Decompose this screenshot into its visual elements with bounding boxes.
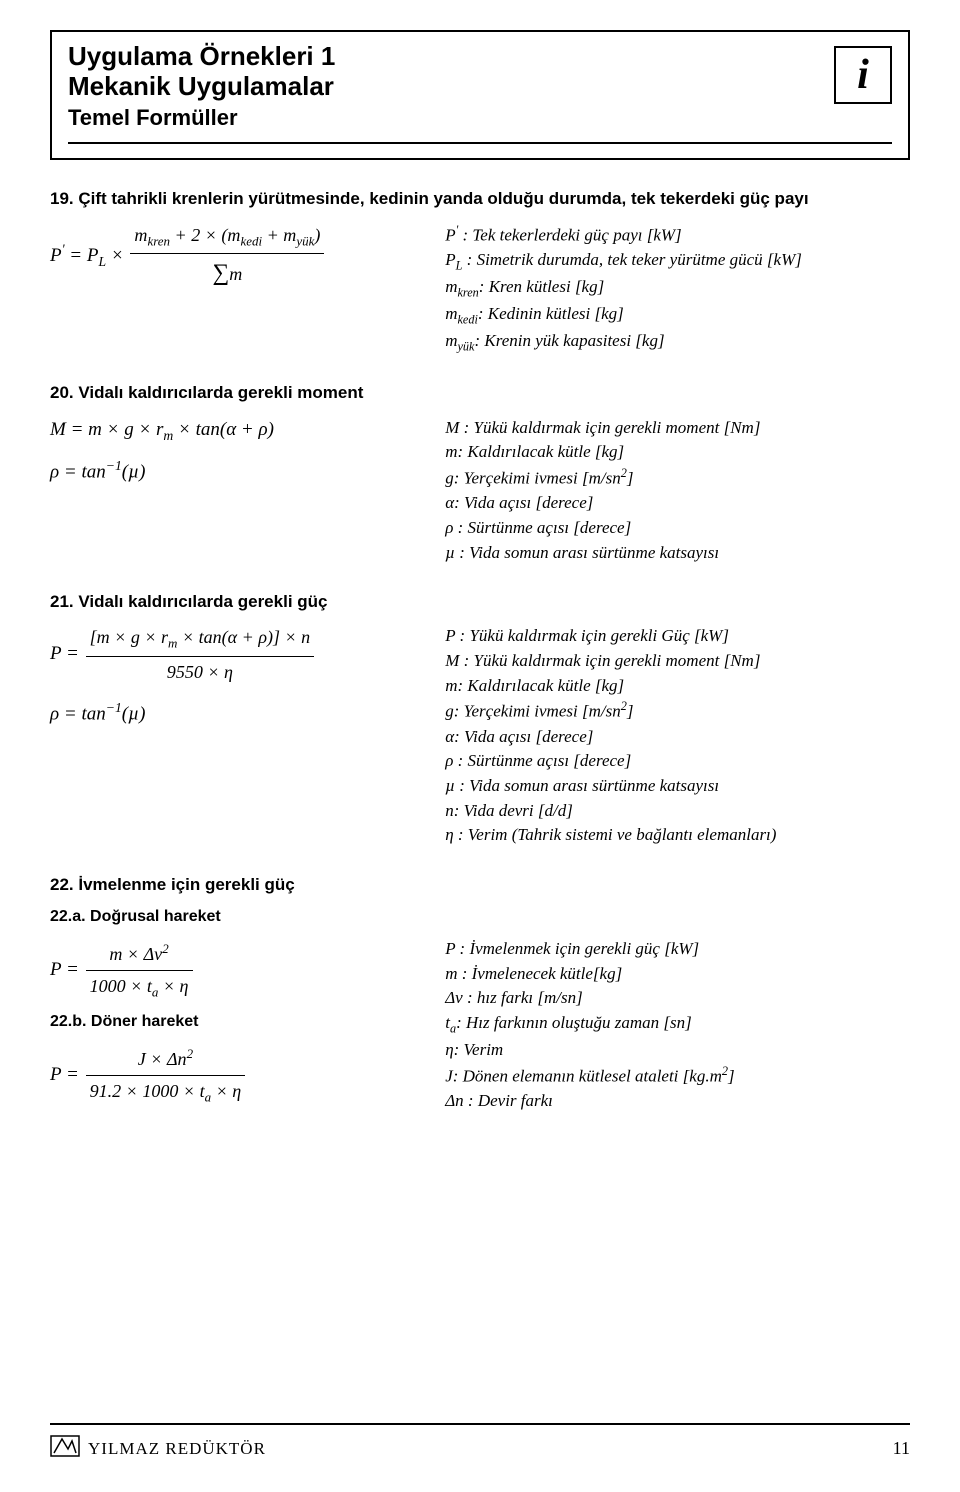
section-22-desc: P : İvmelenmek için gerekli güç [kW] m :…	[445, 937, 910, 1114]
section-22b-heading: 22.b. Döner hareket	[50, 1012, 415, 1032]
title-line-2: Mekanik Uygulamalar	[68, 72, 834, 102]
title-line-3: Temel Formüller	[68, 104, 834, 133]
info-icon: i	[834, 46, 892, 104]
section-22: 22. İvmelenme için gerekli güç 22.a. Doğ…	[50, 874, 910, 1118]
section-21-formula-1: P = [m × g × rm × tan(α + ρ)] × n 9550 ×…	[50, 624, 415, 685]
section-19-desc: P' : Tek tekerlerdeki güç payı [kW] PL :…	[445, 222, 910, 357]
section-20-desc: M : Yükü kaldırmak için gerekli moment […	[445, 416, 910, 566]
header-rule	[68, 142, 892, 144]
header-title-row: Uygulama Örnekleri 1 Mekanik Uygulamalar…	[68, 42, 892, 132]
section-20-formula-2: ρ = tan−1(µ)	[50, 456, 415, 487]
info-icon-glyph: i	[857, 54, 869, 96]
section-19-formula: P' = PL × mkren + 2 × (mkedi + myük) ∑m	[50, 222, 415, 291]
section-21-desc: P : Yükü kaldırmak için gerekli Güç [kW]…	[445, 624, 910, 847]
section-20-heading: 20. Vidalı kaldırıcılarda gerekli moment	[50, 382, 910, 403]
title-block: Uygulama Örnekleri 1 Mekanik Uygulamalar…	[68, 42, 834, 132]
brand-text: YILMAZ REDÜKTÖR	[88, 1439, 266, 1459]
section-22-heading: 22. İvmelenme için gerekli güç	[50, 874, 910, 895]
section-21: 21. Vidalı kaldırıcılarda gerekli güç P …	[50, 591, 910, 848]
section-20: 20. Vidalı kaldırıcılarda gerekli moment…	[50, 382, 910, 565]
section-21-formula-2: ρ = tan−1(µ)	[50, 698, 415, 729]
footer-rule	[50, 1423, 910, 1425]
section-22a-heading: 22.a. Doğrusal hareket	[50, 907, 415, 927]
page-number: 11	[893, 1438, 910, 1459]
section-19-heading: 19. Çift tahrikli krenlerin yürütmesinde…	[50, 188, 910, 209]
section-20-formula-1: M = m × g × rm × tan(α + ρ)	[50, 416, 415, 446]
brand-logo-icon	[50, 1435, 80, 1462]
title-line-1: Uygulama Örnekleri 1	[68, 42, 834, 72]
page-footer: YILMAZ REDÜKTÖR 11	[50, 1423, 910, 1462]
section-19: 19. Çift tahrikli krenlerin yürütmesinde…	[50, 188, 910, 356]
section-22a-formula: P = m × Δv2 1000 × ta × η	[50, 939, 415, 1002]
page-header: Uygulama Örnekleri 1 Mekanik Uygulamalar…	[50, 30, 910, 160]
brand: YILMAZ REDÜKTÖR	[50, 1435, 266, 1462]
section-21-heading: 21. Vidalı kaldırıcılarda gerekli güç	[50, 591, 910, 612]
section-22b-formula: P = J × Δn2 91.2 × 1000 × ta × η	[50, 1044, 415, 1107]
